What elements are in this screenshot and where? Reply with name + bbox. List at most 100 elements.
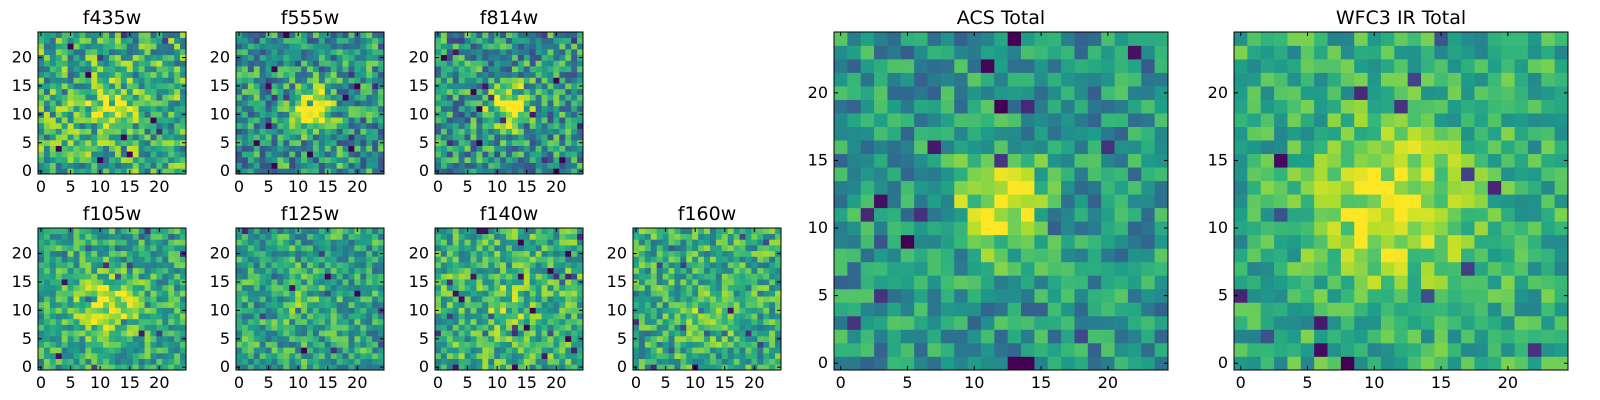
heatmap-cell: [318, 162, 326, 169]
heatmap-cell: [265, 145, 272, 152]
heatmap-cell: [354, 239, 361, 246]
heatmap-cell: [378, 105, 385, 112]
heatmap-cell: [253, 239, 261, 246]
heatmap-cell: [715, 290, 723, 297]
heatmap-cell: [668, 250, 675, 257]
heatmap-cell: [650, 284, 658, 291]
heatmap-cell: [283, 88, 290, 95]
heatmap-cell: [97, 273, 104, 280]
heatmap-cell: [547, 122, 554, 129]
heatmap-cell: [511, 151, 519, 158]
heatmap-cell: [348, 290, 355, 297]
heatmap-cell: [668, 273, 675, 280]
heatmap-cell: [535, 145, 542, 152]
heatmap-cell: [271, 32, 278, 39]
y-tick-label: 10: [12, 300, 32, 319]
heatmap-cell: [289, 71, 296, 78]
heatmap-cell: [644, 239, 652, 246]
heatmap-cell: [49, 83, 57, 90]
heatmap-cell: [150, 279, 157, 286]
heatmap-cell: [680, 239, 687, 246]
heatmap-cell: [571, 54, 578, 61]
heatmap-cell: [372, 233, 379, 240]
heatmap-cell: [174, 94, 181, 101]
heatmap-cell: [336, 324, 343, 331]
heatmap-cell: [271, 60, 278, 67]
heatmap-cell: [656, 267, 663, 274]
heatmap-cell: [1074, 207, 1089, 222]
heatmap-cell: [650, 307, 658, 314]
heatmap-cell: [103, 77, 110, 84]
heatmap-cell: [162, 296, 169, 303]
heatmap-cell: [301, 77, 308, 84]
heatmap-cell: [668, 296, 675, 303]
heatmap-cell: [440, 358, 448, 365]
heatmap-cell: [180, 71, 187, 78]
heatmap-cell: [162, 239, 169, 246]
heatmap-cell: [324, 250, 332, 257]
heatmap-cell: [452, 139, 460, 146]
heatmap-cell: [168, 364, 175, 371]
heatmap-cell: [1087, 207, 1102, 222]
heatmap-cell: [336, 100, 343, 107]
heatmap-cell: [265, 301, 272, 308]
heatmap-cell: [769, 267, 776, 274]
heatmap-cell: [259, 151, 266, 158]
heatmap-cell: [67, 324, 74, 331]
heatmap-cell: [565, 318, 572, 325]
heatmap-cell: [506, 111, 513, 118]
heatmap-cell: [67, 250, 74, 257]
heatmap-cell: [535, 284, 542, 291]
heatmap-cell: [927, 329, 942, 344]
heatmap-cell: [1141, 234, 1155, 249]
heatmap-cell: [162, 313, 169, 320]
heatmap-cell: [283, 145, 290, 152]
heatmap-cell: [488, 313, 495, 320]
heatmap-cell: [67, 341, 74, 348]
heatmap-cell: [464, 66, 471, 73]
heatmap-cell: [109, 117, 116, 124]
heatmap-cell: [348, 94, 355, 101]
heatmap-cell: [109, 296, 116, 303]
heatmap-cell: [470, 284, 477, 291]
heatmap-cell: [378, 151, 385, 158]
heatmap-cell: [132, 162, 139, 169]
heatmap-cell: [168, 122, 175, 129]
heatmap-cell: [633, 347, 640, 354]
heatmap-cell: [763, 250, 770, 257]
heatmap-cell: [372, 245, 379, 252]
heatmap-cell: [644, 324, 652, 331]
heatmap-cell: [67, 296, 74, 303]
heatmap-cell: [120, 111, 128, 118]
heatmap-cell: [571, 43, 578, 50]
heatmap-cell: [739, 256, 746, 263]
heatmap-cell: [488, 37, 495, 44]
heatmap-cell: [162, 341, 169, 348]
heatmap-cell: [511, 262, 519, 269]
heatmap-cell: [366, 279, 373, 286]
heatmap-cell: [656, 358, 663, 365]
heatmap-cell: [638, 313, 646, 320]
heatmap-cell: [38, 324, 45, 331]
heatmap-cell: [565, 284, 572, 291]
heatmap-cell: [144, 313, 151, 320]
heatmap-cell: [312, 83, 320, 90]
heatmap-cell: [85, 151, 92, 158]
heatmap-cell: [674, 330, 681, 337]
heatmap-cell: [535, 162, 542, 169]
heatmap-cell: [440, 134, 448, 141]
heatmap-cell: [180, 273, 187, 280]
heatmap-cell: [156, 318, 163, 325]
heatmap-cell: [253, 352, 261, 359]
heatmap-cell: [289, 228, 296, 235]
heatmap-cell: [97, 358, 104, 365]
heatmap-cell: [43, 134, 51, 141]
heatmap-cell: [476, 145, 483, 152]
heatmap-cell: [482, 151, 489, 158]
heatmap-cell: [470, 162, 477, 169]
heatmap-cell: [541, 105, 548, 112]
heatmap-cell: [1087, 221, 1102, 236]
heatmap-cell: [174, 66, 181, 73]
heatmap-cell: [79, 267, 86, 274]
heatmap-cell: [132, 128, 139, 135]
